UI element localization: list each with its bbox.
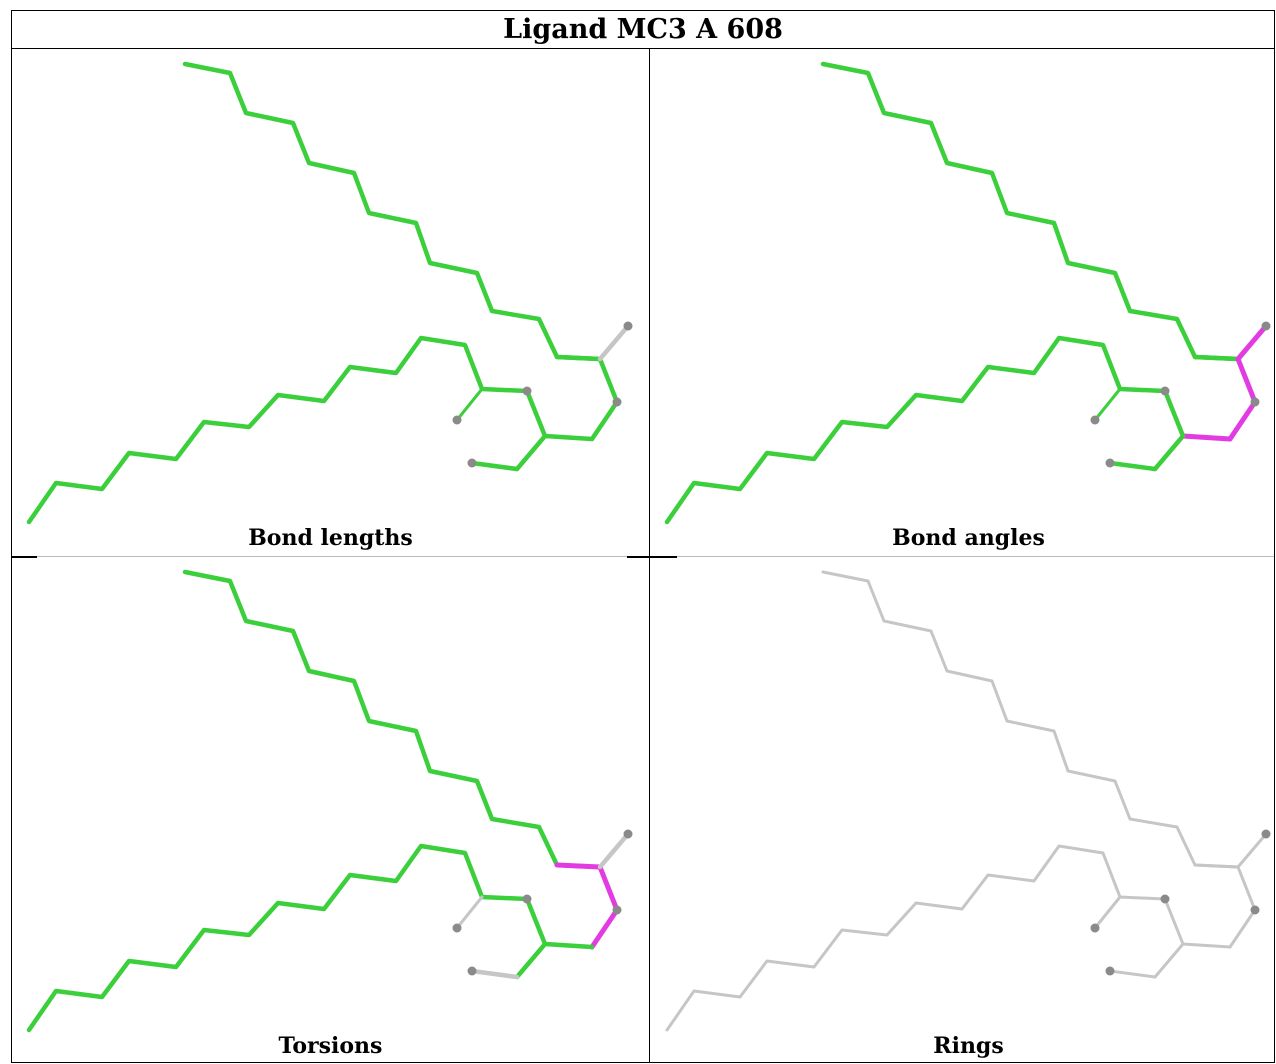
panel-caption: Rings xyxy=(933,1033,1004,1059)
bond-chain-b xyxy=(26,843,530,1033)
atom-marker xyxy=(1105,966,1115,976)
bond-tail xyxy=(514,433,548,472)
bond-tail xyxy=(514,941,548,980)
bond-tail-end xyxy=(469,460,520,472)
atom-marker xyxy=(522,894,532,904)
atom-marker xyxy=(1261,321,1271,331)
atom-marker xyxy=(1160,386,1170,396)
bond-c1 xyxy=(597,356,620,405)
molecule-image-bond-angles xyxy=(664,61,1271,525)
bond-chain-a xyxy=(820,61,1241,362)
bond-side xyxy=(455,895,484,930)
bond-c4 xyxy=(542,433,595,442)
bond-chain-a xyxy=(182,61,603,362)
atom-marker xyxy=(623,321,633,331)
panel-bond-angles: Bond angles xyxy=(650,49,1276,555)
bond-tail-end xyxy=(1108,969,1157,979)
bond-c3 xyxy=(1228,908,1257,949)
bond-c2 xyxy=(597,831,631,870)
bond-c3 xyxy=(589,399,620,442)
atom-marker xyxy=(467,458,477,468)
bond-c2 xyxy=(1236,832,1268,869)
bond-c0 xyxy=(1193,863,1240,869)
atom-marker xyxy=(452,923,462,933)
bond-c2 xyxy=(597,323,631,362)
panel-caption: Torsions xyxy=(278,1033,383,1059)
bond-c4 xyxy=(542,941,595,950)
atom-marker xyxy=(612,397,622,407)
figure-title: Ligand MC3 A 608 xyxy=(503,14,783,45)
bond-side xyxy=(1093,895,1122,930)
bond-tail xyxy=(1152,433,1186,472)
bond-c0 xyxy=(554,354,603,362)
atom-marker xyxy=(467,966,477,976)
panel-torsions: Torsions xyxy=(12,557,649,1063)
bond-c1 xyxy=(1235,356,1258,405)
bond-c0 xyxy=(1192,354,1241,362)
molecule-image-torsions xyxy=(26,569,633,1033)
title-row: Ligand MC3 A 608 xyxy=(12,11,1274,49)
atom-marker xyxy=(623,829,633,839)
molecule-image-bond-lengths xyxy=(26,61,633,525)
bond-c1 xyxy=(1236,865,1257,912)
atom-marker xyxy=(1250,397,1260,407)
bond-side xyxy=(1093,387,1122,422)
atom-marker xyxy=(1261,829,1271,839)
bond-chain-a xyxy=(821,570,1240,869)
bond-side xyxy=(455,387,484,422)
panel-caption: Bond angles xyxy=(892,525,1045,551)
bond-c4 xyxy=(1181,942,1232,949)
bond-c1 xyxy=(597,864,620,913)
atom-marker xyxy=(522,386,532,396)
bond-chain-b xyxy=(26,335,530,525)
bond-c0 xyxy=(554,862,603,870)
figure-frame: Ligand MC3 A 608 Bond lengths Bond angle… xyxy=(11,10,1275,1063)
divider-mark xyxy=(627,556,677,558)
bond-chain-b xyxy=(664,335,1168,525)
bond-c5 xyxy=(524,896,548,947)
bond-c5 xyxy=(1162,388,1186,439)
atom-marker xyxy=(1090,923,1100,933)
bond-c3 xyxy=(589,907,620,950)
bond-chain-a xyxy=(182,569,603,870)
atom-marker xyxy=(1250,905,1260,915)
panel-bond-lengths: Bond lengths xyxy=(12,49,649,555)
bond-c5 xyxy=(524,388,548,439)
bond-c2 xyxy=(1235,323,1269,362)
bond-chain-b xyxy=(665,844,1167,1032)
atom-marker xyxy=(452,415,462,425)
atom-marker xyxy=(1105,458,1115,468)
bond-c3 xyxy=(1227,399,1258,442)
bond-tail xyxy=(1153,942,1185,979)
bond-c4 xyxy=(1180,433,1233,442)
divider-mark xyxy=(12,556,37,558)
bond-c5 xyxy=(1163,897,1185,946)
atom-marker xyxy=(1160,894,1170,904)
molecule-image-rings xyxy=(665,570,1271,1032)
atom-marker xyxy=(1090,415,1100,425)
panel-caption: Bond lengths xyxy=(248,525,413,551)
bond-tail-end xyxy=(469,968,520,980)
atom-marker xyxy=(612,905,622,915)
bond-tail-end xyxy=(1107,460,1158,472)
panel-rings: Rings xyxy=(650,557,1276,1063)
